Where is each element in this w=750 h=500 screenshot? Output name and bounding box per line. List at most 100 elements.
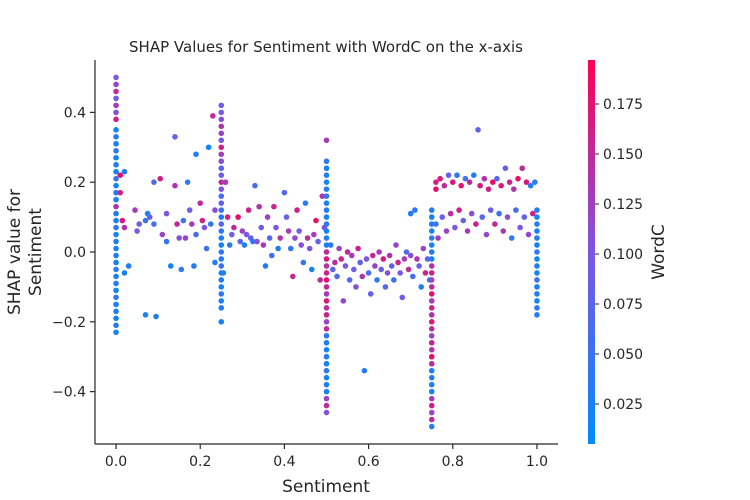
data-point	[441, 182, 448, 189]
data-point	[113, 224, 119, 231]
data-point	[287, 245, 294, 252]
data-point	[323, 353, 330, 360]
data-point	[534, 305, 540, 311]
data-point	[471, 172, 477, 178]
data-point	[323, 179, 330, 185]
data-point	[527, 182, 534, 189]
data-point	[218, 179, 225, 185]
data-point	[496, 210, 502, 217]
data-point	[323, 409, 330, 416]
colorbar-ticks: 0.025 0.050 0.075 0.100 0.125 0.150 0.175	[595, 97, 643, 413]
data-point	[113, 294, 119, 301]
data-point	[207, 221, 214, 227]
data-point	[218, 165, 225, 172]
data-point	[113, 88, 119, 95]
data-point	[113, 231, 119, 238]
data-point	[534, 221, 540, 227]
data-point	[296, 228, 302, 234]
data-point	[113, 116, 119, 123]
data-point	[323, 395, 330, 402]
data-point	[355, 245, 361, 252]
data-point	[439, 214, 446, 220]
data-point	[218, 249, 225, 255]
data-point	[380, 256, 387, 262]
data-point	[226, 242, 233, 248]
data-point	[428, 388, 435, 395]
chart-title: SHAP Values for Sentiment with WordC on …	[129, 38, 523, 56]
y-axis-label-line-2: Sentiment	[26, 208, 46, 296]
data-point	[197, 200, 204, 206]
data-point	[323, 186, 330, 192]
data-point	[182, 235, 189, 241]
data-point	[428, 235, 435, 241]
data-point	[323, 235, 330, 241]
data-point	[403, 249, 410, 255]
data-point	[428, 402, 435, 409]
data-point	[218, 200, 225, 206]
data-point	[271, 203, 277, 210]
data-point	[218, 256, 225, 262]
data-point	[178, 266, 185, 273]
data-point	[462, 175, 469, 182]
data-point	[218, 298, 225, 304]
y-tick-label: 0.4	[64, 105, 86, 121]
data-point	[262, 263, 269, 269]
data-point	[454, 172, 460, 178]
data-point	[300, 259, 307, 266]
data-point	[511, 186, 517, 192]
data-point	[224, 214, 231, 220]
data-point	[113, 266, 119, 273]
data-point	[487, 207, 494, 213]
data-point	[323, 207, 330, 213]
colorbar-label-group: WordC	[649, 224, 669, 280]
data-point	[218, 144, 225, 151]
data-point	[428, 360, 435, 367]
data-point	[323, 402, 330, 409]
data-point	[492, 221, 498, 227]
y-tick-label: 0.0	[64, 245, 86, 261]
data-point	[323, 200, 330, 206]
data-point	[428, 346, 435, 353]
data-point	[428, 353, 435, 360]
data-point	[428, 277, 435, 283]
data-point	[468, 210, 475, 217]
data-point	[218, 123, 225, 130]
data-point	[218, 207, 225, 213]
data-point	[506, 179, 513, 185]
data-point	[163, 238, 170, 245]
data-point	[323, 312, 330, 318]
data-point	[235, 214, 241, 220]
data-point	[113, 259, 119, 266]
data-point	[113, 189, 119, 196]
data-point	[458, 182, 464, 189]
data-point	[338, 256, 345, 262]
data-point	[388, 263, 395, 269]
data-point	[218, 235, 225, 241]
data-point	[323, 172, 330, 178]
data-point	[264, 214, 271, 220]
data-point	[376, 249, 382, 255]
data-point	[479, 214, 486, 220]
data-point	[323, 158, 330, 165]
data-point	[483, 231, 490, 238]
data-point	[336, 245, 342, 252]
data-point	[304, 235, 311, 241]
data-point	[405, 266, 412, 273]
data-point	[218, 151, 225, 158]
data-point	[412, 207, 418, 213]
data-point	[351, 266, 357, 273]
colorbar-tick-label: 0.100	[603, 247, 643, 263]
data-point	[489, 179, 496, 185]
data-point	[409, 273, 416, 280]
data-point	[313, 217, 319, 224]
data-point	[323, 319, 330, 325]
data-point	[113, 210, 119, 217]
data-point	[485, 186, 492, 192]
data-point	[428, 214, 435, 220]
colorbar-label: WordC	[649, 224, 669, 280]
data-point	[228, 231, 235, 238]
data-point	[113, 273, 119, 280]
data-point	[428, 298, 435, 304]
data-point	[243, 231, 250, 238]
